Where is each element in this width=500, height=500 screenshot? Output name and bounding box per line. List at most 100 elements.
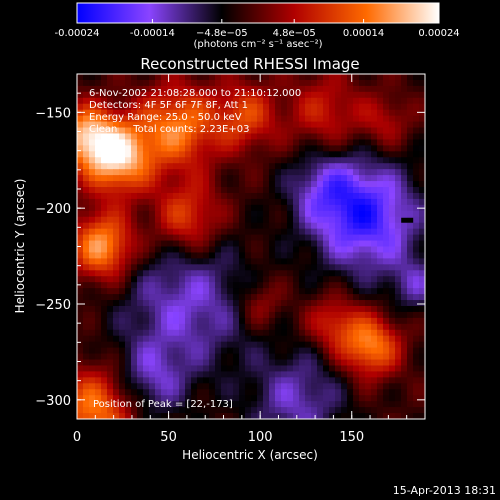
heatmap-cell [137,240,144,248]
heatmap-cell [329,91,336,99]
heatmap-cell [407,294,414,301]
colorbar-tick-label: -0.00014 [130,28,175,39]
heatmap-cell [287,353,294,361]
heatmap-cell [143,359,150,367]
heatmap-cell [77,115,84,123]
heatmap-cell [365,103,372,111]
heatmap-cell [359,121,366,129]
heatmap-cell [77,163,84,170]
heatmap-cell [341,288,348,295]
heatmap-cell [293,305,300,313]
heatmap-cell [137,323,144,331]
heatmap-cell [299,264,306,271]
heatmap-cell [149,311,156,319]
heatmap-cell [107,115,114,123]
heatmap-cell [155,187,162,194]
heatmap-cell [209,228,216,236]
y-tick-label: −250 [35,298,71,313]
heatmap-cell [197,85,204,93]
heatmap-cell [173,145,180,152]
heatmap-cell [149,276,156,283]
heatmap-cell [251,85,258,93]
heatmap-cell [347,74,354,81]
heatmap-cell [263,323,270,331]
heatmap-cell [179,145,186,152]
heatmap-cell [155,347,162,355]
heatmap-cell [125,228,132,236]
heatmap-cell [101,323,108,331]
heatmap-cell [137,401,144,408]
heatmap-cell [389,127,396,135]
heatmap-cell [119,270,126,277]
heatmap-cell [281,210,288,218]
heatmap-cell [275,401,282,408]
heatmap-cell [275,169,282,176]
heatmap-cell [365,121,372,129]
heatmap-cell [389,365,396,373]
heatmap-cell [125,85,132,93]
heatmap-cell [155,383,162,390]
heatmap-cell [341,163,348,170]
heatmap-cell [383,97,390,105]
heatmap-cell [125,187,132,194]
heatmap-cell [317,228,324,236]
heatmap-cell [161,335,168,343]
heatmap-cell [293,383,300,390]
heatmap-cell [125,311,132,319]
heatmap-cell [197,151,204,158]
heatmap-cell [191,335,198,343]
heatmap-cell [107,288,114,295]
heatmap-cell [155,151,162,158]
heatmap-cell [137,121,144,129]
heatmap-cell [413,133,420,141]
heatmap-cell [83,359,90,367]
heatmap-cell [227,347,234,355]
heatmap-cell [317,258,324,265]
heatmap-cell [209,288,216,295]
heatmap-cell [131,157,138,164]
heatmap-cell [107,74,114,81]
heatmap-cell [101,79,108,87]
heatmap-cell [155,79,162,87]
heatmap-cell [371,365,378,373]
heatmap-cell [77,413,84,419]
heatmap-cell [137,169,144,176]
heatmap-cell [335,216,342,224]
heatmap-cell [197,228,204,236]
heatmap-cell [299,311,306,319]
heatmap-cell [275,389,282,396]
heatmap-cell [143,395,150,402]
heatmap-cell [191,139,198,146]
heatmap-cell [143,216,150,224]
heatmap-cell [419,276,425,283]
heatmap-cell [113,187,120,194]
heatmap-cell [347,187,354,194]
heatmap-cell [119,210,126,218]
heatmap-cell [269,246,276,254]
heatmap-cell [293,175,300,182]
heatmap-cell [125,329,132,337]
heatmap-cell [413,294,420,301]
heatmap-cell [83,383,90,390]
heatmap-cell [353,282,360,289]
heatmap-cell [407,270,414,277]
heatmap-cell [401,228,408,236]
heatmap-cell [203,115,210,123]
heatmap-cell [257,79,264,87]
heatmap-cell [389,329,396,337]
heatmap-cell [137,115,144,123]
heatmap-cell [335,151,342,158]
heatmap-cell [125,91,132,99]
heatmap-cell [341,377,348,384]
heatmap-cell [83,335,90,343]
heatmap-cell [143,222,150,230]
heatmap-cell [191,97,198,105]
x-axis: 0 50 100 150 [73,74,426,445]
heatmap-cell [347,353,354,361]
heatmap-cell [167,115,174,123]
heatmap-cell [293,317,300,325]
heatmap-cell [203,371,210,378]
heatmap-cell [323,198,330,206]
heatmap-cell [383,347,390,355]
heatmap-cell [83,115,90,123]
